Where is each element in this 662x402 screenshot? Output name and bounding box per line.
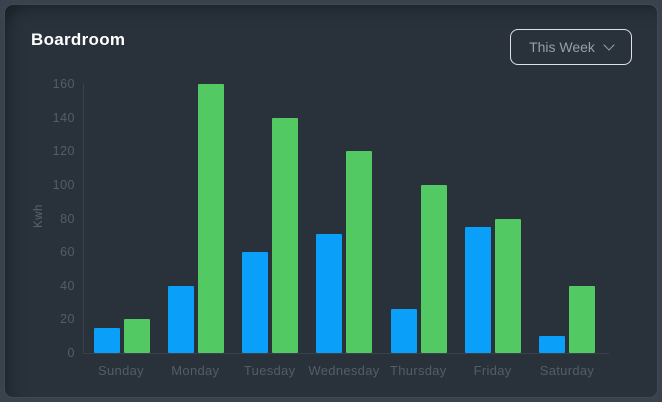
x-axis-label-text: Sunday — [98, 363, 144, 378]
bar-group-tuesday — [242, 117, 299, 353]
x-axis-label-friday: Friday — [465, 363, 521, 378]
y-axis-ticks: 160 140 120 100 80 60 40 20 0 — [5, 78, 75, 360]
bar-tuesday-green — [272, 117, 299, 353]
x-axis-label-thursday: Thursday — [390, 363, 446, 378]
bar-friday-blue — [464, 226, 491, 353]
bar-group-thursday — [390, 184, 447, 353]
energy-bar-chart — [83, 84, 609, 354]
x-axis-label-text: Wednesday — [308, 363, 380, 378]
bar-saturday-green — [568, 285, 595, 353]
bar-tuesday-blue — [242, 252, 269, 353]
bar-friday-green — [494, 218, 521, 353]
y-axis-tick-label: 120 — [52, 144, 75, 159]
x-axis-label-saturday: Saturday — [539, 363, 595, 378]
bar-group-wednesday — [316, 151, 373, 353]
boardroom-card: Boardroom This Week Kwh 160 140 120 100 80 60… — [4, 4, 658, 398]
bar-wednesday-green — [346, 151, 373, 353]
y-axis-tick-label: 0 — [67, 346, 75, 360]
x-axis-label-text: Monday — [171, 363, 220, 378]
x-axis-label-text: Saturday — [539, 363, 595, 378]
bars-row — [94, 84, 595, 353]
bar-sunday-green — [124, 319, 150, 353]
bar-group-saturday — [538, 285, 595, 353]
bar-saturday-blue — [538, 336, 565, 353]
x-axis-label-text: Thursday — [390, 363, 447, 378]
x-axis-label-text: Friday — [473, 363, 512, 378]
y-axis-tick-label: 140 — [52, 110, 75, 125]
bar-thursday-blue — [390, 309, 417, 353]
bar-group-sunday — [94, 319, 150, 353]
period-selector-button[interactable]: This Week — [510, 29, 632, 65]
bar-sunday-blue — [94, 327, 120, 353]
y-axis-tick-label: 160 — [52, 77, 75, 91]
x-axis-label-wednesday: Wednesday — [308, 363, 379, 378]
bar-monday-blue — [168, 285, 195, 353]
bar-thursday-green — [420, 184, 447, 353]
y-axis-tick-label: 100 — [52, 177, 75, 192]
x-axis-label-sunday: Sunday — [93, 363, 149, 378]
y-axis-tick-label: 20 — [60, 312, 75, 327]
bar-group-monday — [168, 84, 225, 353]
y-axis-tick-label: 60 — [60, 245, 75, 260]
bar-monday-green — [198, 84, 225, 353]
chevron-down-icon — [603, 39, 615, 51]
x-axis-label-tuesday: Tuesday — [242, 363, 298, 378]
x-axis-label-monday: Monday — [167, 363, 223, 378]
y-axis-tick-label: 40 — [60, 278, 75, 293]
y-axis-tick-label: 80 — [60, 211, 75, 226]
bar-group-friday — [464, 218, 521, 353]
period-selector-label: This Week — [529, 39, 595, 55]
x-axis-label-text: Tuesday — [243, 363, 296, 378]
x-axis-labels: Sunday Monday Tuesday Wednesday Thursday Frid… — [93, 363, 595, 378]
card-title: Boardroom — [31, 30, 126, 49]
bar-wednesday-blue — [316, 233, 343, 353]
